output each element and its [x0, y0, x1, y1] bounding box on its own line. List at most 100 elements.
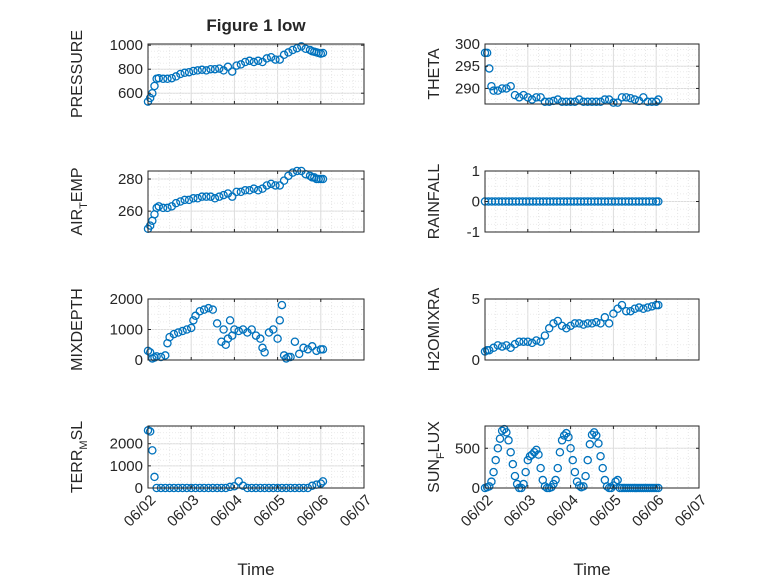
- data-point: [266, 52, 276, 62]
- data-point: [493, 341, 503, 350]
- x-tick-label: 06/07: [337, 492, 376, 531]
- data-point: [208, 305, 218, 314]
- data-point: [145, 427, 155, 436]
- subplot-air-temp: 260 280 AIRTEMP: [69, 166, 365, 236]
- data-point: [613, 98, 622, 107]
- data-point: [240, 186, 250, 195]
- x-tick-label: 06/02: [121, 492, 160, 531]
- y-axis-label: AIRTEMP: [69, 167, 90, 235]
- data-point: [281, 354, 291, 363]
- data-point: [510, 471, 520, 481]
- data-point: [634, 303, 644, 312]
- x-tick-label: 06/06: [294, 492, 333, 531]
- data-point: [648, 197, 658, 206]
- data-point: [225, 316, 235, 325]
- data-point: [559, 431, 569, 440]
- data-point: [219, 190, 228, 200]
- data-point: [223, 62, 233, 72]
- data-point: [288, 168, 297, 177]
- data-point: [215, 64, 224, 73]
- data-point: [519, 90, 528, 100]
- data-point: [148, 446, 157, 455]
- data-point: [508, 459, 518, 469]
- data-point: [277, 300, 287, 310]
- data-point: [491, 455, 500, 465]
- axes-box: [147, 43, 365, 105]
- series-points: [480, 300, 663, 356]
- data-point: [169, 329, 179, 339]
- y-axis-label: THETA: [426, 48, 443, 100]
- x-axis-label: Time: [237, 560, 274, 579]
- series-points: [143, 166, 328, 234]
- series-points: [480, 48, 663, 107]
- data-point: [523, 337, 533, 346]
- data-point: [158, 203, 168, 213]
- data-point: [570, 97, 580, 107]
- data-point: [568, 455, 577, 465]
- data-point: [215, 192, 224, 201]
- data-point: [154, 73, 164, 83]
- data-point: [551, 475, 560, 485]
- x-tick-label: 06/02: [458, 492, 497, 531]
- data-point: [557, 321, 567, 331]
- data-point: [197, 65, 207, 75]
- data-point: [195, 306, 205, 316]
- data-point: [158, 74, 168, 84]
- data-point: [557, 97, 567, 107]
- data-point: [523, 93, 533, 102]
- data-point: [626, 93, 635, 103]
- data-point: [502, 428, 511, 437]
- data-point: [318, 345, 328, 354]
- data-point: [536, 463, 545, 473]
- data-point: [262, 54, 272, 63]
- data-point: [184, 67, 194, 77]
- data-point: [240, 57, 250, 67]
- data-point: [555, 447, 565, 457]
- data-point: [271, 55, 280, 64]
- data-point: [594, 439, 603, 448]
- data-point: [587, 319, 597, 328]
- data-point: [318, 174, 328, 184]
- data-point: [245, 186, 254, 195]
- data-point: [260, 348, 269, 357]
- axes-box: [147, 170, 365, 233]
- data-point: [617, 300, 627, 310]
- data-point: [230, 481, 239, 491]
- data-point: [275, 181, 285, 190]
- data-point: [271, 181, 280, 190]
- data-point: [598, 463, 607, 473]
- y-tick-label: 800: [118, 61, 143, 78]
- data-point: [585, 440, 595, 449]
- data-point: [609, 309, 618, 318]
- x-axis-label: Time: [573, 560, 610, 579]
- data-point: [236, 60, 246, 69]
- data-point: [564, 432, 573, 442]
- data-point: [566, 444, 575, 453]
- data-point: [510, 339, 520, 349]
- data-point: [230, 325, 239, 334]
- data-point: [247, 325, 256, 334]
- data-point: [592, 431, 601, 440]
- x-tick-label: 06/03: [501, 492, 540, 531]
- data-point: [639, 304, 648, 314]
- data-point: [497, 84, 507, 93]
- data-point: [532, 445, 541, 455]
- data-point: [279, 50, 289, 60]
- data-point: [553, 95, 563, 104]
- data-point: [485, 482, 494, 491]
- data-point: [318, 48, 328, 58]
- data-point: [502, 341, 511, 350]
- x-tick-label: 06/04: [207, 492, 246, 531]
- y-axis-label: SUNFLUX: [426, 421, 447, 493]
- data-point: [161, 351, 170, 360]
- data-point: [506, 447, 515, 457]
- data-point: [210, 194, 220, 203]
- data-point: [234, 326, 243, 336]
- data-point: [485, 345, 494, 355]
- data-point: [532, 93, 541, 102]
- data-point: [626, 306, 635, 316]
- data-point: [506, 81, 515, 91]
- data-point: [574, 319, 584, 328]
- data-point: [173, 328, 183, 337]
- data-point: [654, 197, 663, 206]
